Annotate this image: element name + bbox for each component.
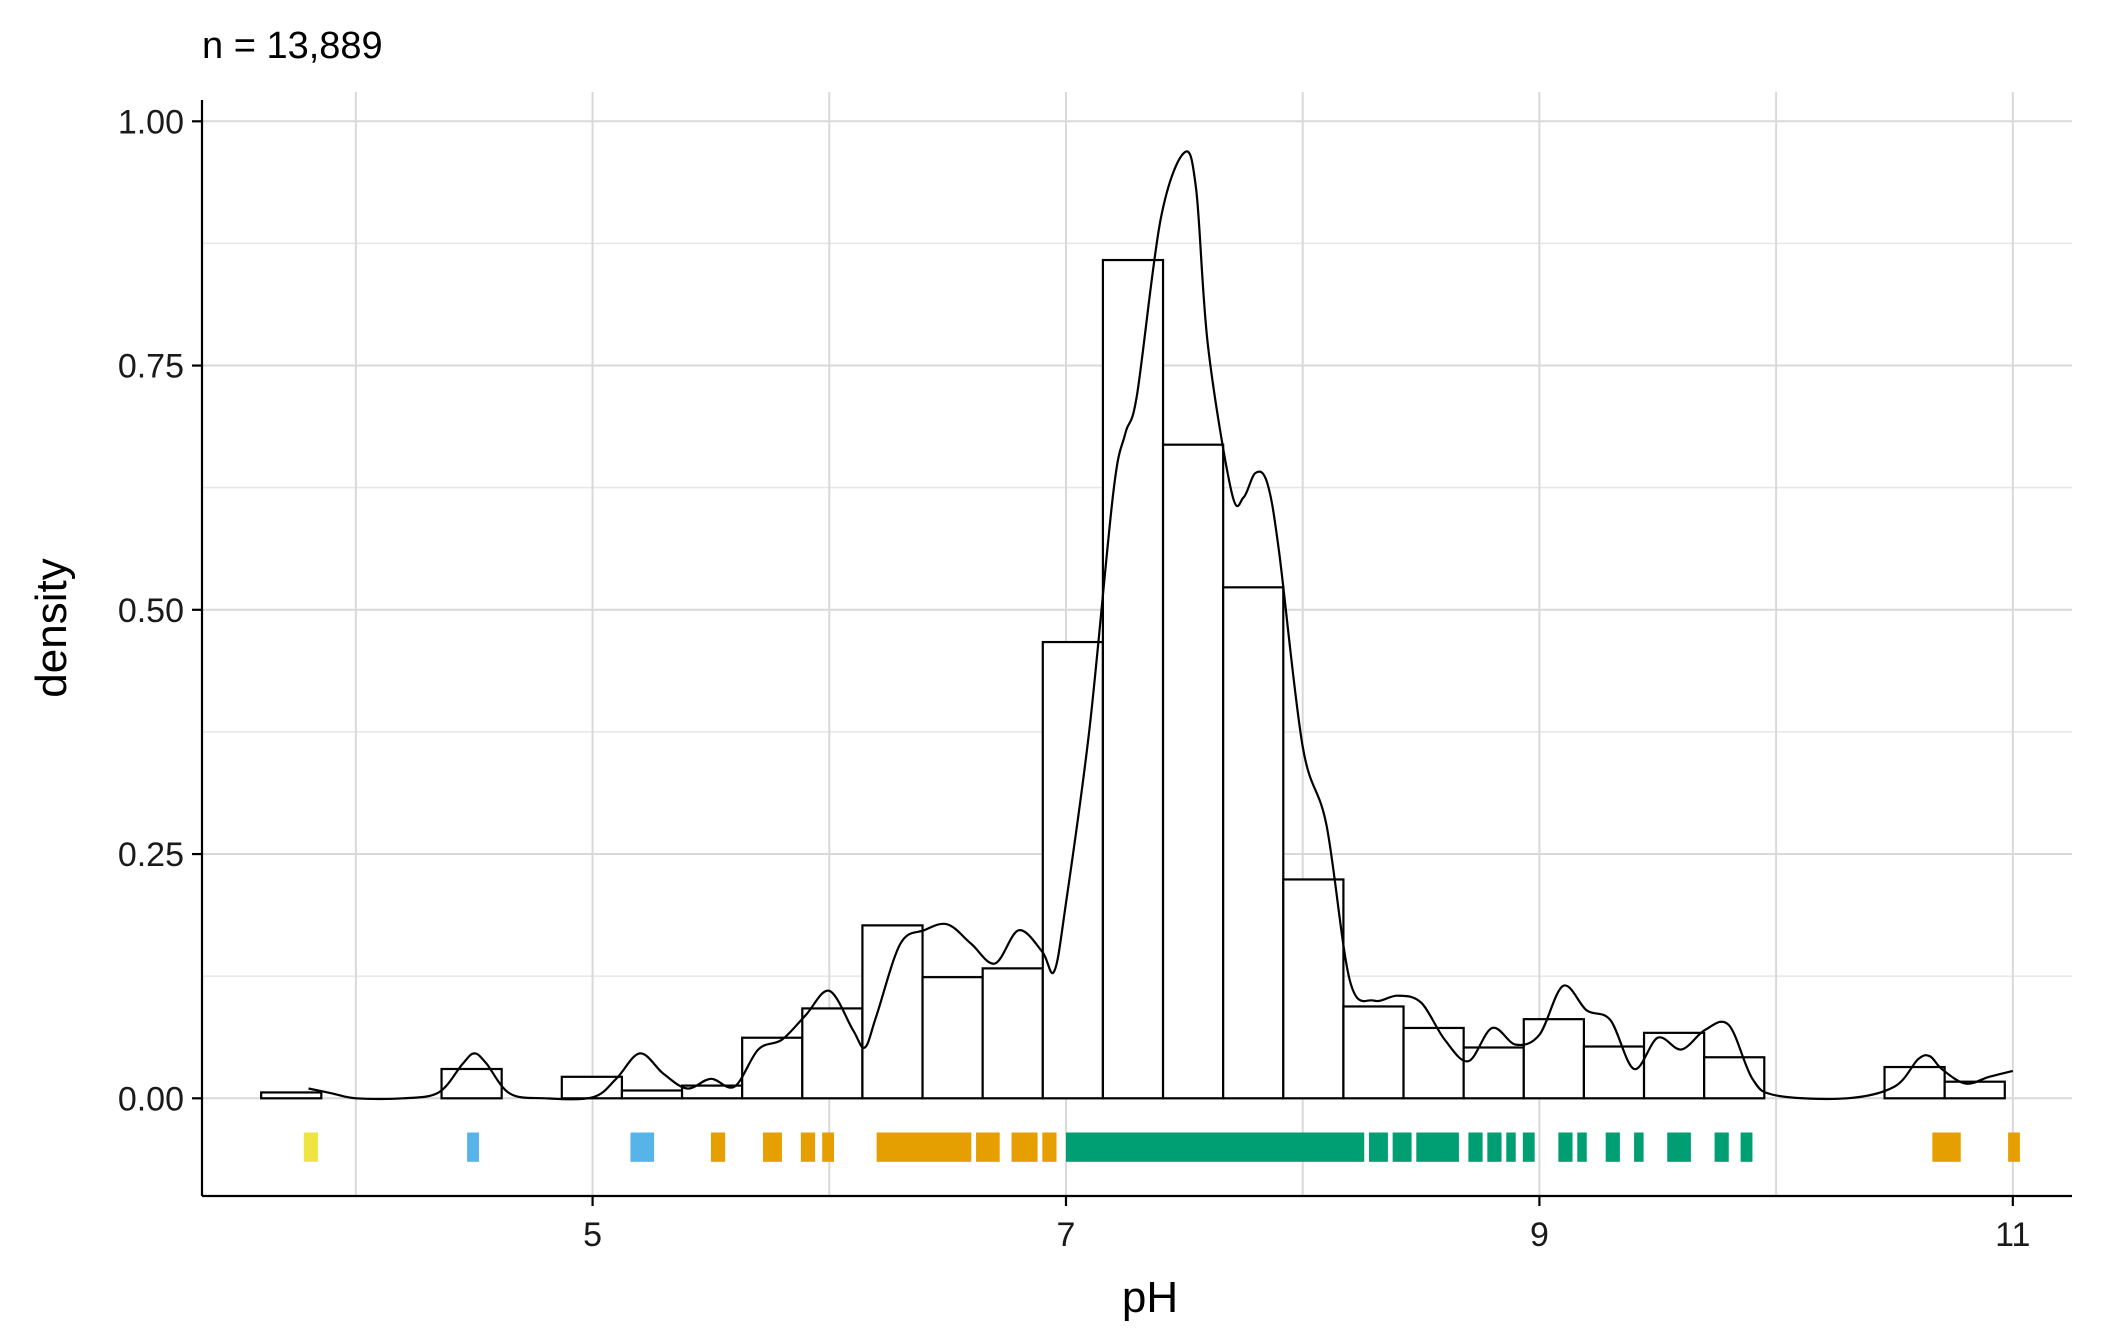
histogram-bar: [1282, 878, 1345, 1100]
histogram-bar: [741, 1036, 804, 1100]
rug-mark: [2008, 1132, 2020, 1162]
x-tick-label: 5: [583, 1216, 602, 1254]
y-tick-label: 0.50: [118, 592, 184, 630]
histogram-bars: [260, 258, 2006, 1100]
rug-mark: [976, 1132, 1000, 1162]
density-curve-group: [308, 150, 2014, 1101]
rug-mark: [763, 1132, 782, 1162]
x-tick-label: 11: [1995, 1216, 2030, 1254]
histogram-bar: [1462, 1046, 1525, 1100]
rug-mark: [800, 1132, 816, 1162]
rug-mark: [1506, 1132, 1516, 1162]
rug-mark: [1932, 1132, 1961, 1162]
tick-labels: 0.00 0.25 0.50 0.75 1.00 5 7 9 11: [118, 103, 2031, 1254]
rug-mark: [630, 1132, 655, 1162]
rug-mark: [467, 1132, 479, 1162]
histogram-bar: [1101, 258, 1165, 1100]
histogram-bar: [260, 1091, 323, 1100]
y-tick-label: 0.25: [118, 836, 184, 874]
rug-mark: [1522, 1132, 1535, 1162]
rug-mark: [822, 1132, 835, 1162]
histogram-bar: [440, 1067, 503, 1100]
chart-subtitle: n = 13,889: [202, 25, 383, 67]
rug-marks: [303, 1132, 2020, 1162]
rug-mark: [1714, 1132, 1729, 1162]
histogram-bar: [1582, 1045, 1646, 1100]
axes: [192, 100, 2072, 1206]
rug-mark: [710, 1132, 726, 1162]
rug-mark: [1416, 1132, 1459, 1162]
histogram-bar: [801, 1007, 864, 1100]
histogram-bar: [981, 967, 1044, 1100]
rug-mark: [1558, 1132, 1573, 1162]
histogram-bar: [1402, 1026, 1465, 1100]
x-tick-label: 9: [1530, 1216, 1549, 1254]
histogram-bar: [1041, 640, 1105, 1100]
rug-mark: [1468, 1132, 1483, 1162]
histogram-bar: [1342, 1005, 1405, 1100]
histogram-bar: [620, 1089, 684, 1100]
x-axis-title: pH: [1122, 1273, 1178, 1322]
rug-mark: [1065, 1132, 1365, 1162]
histogram-bar: [1522, 1018, 1586, 1100]
rug-mark: [876, 1132, 972, 1162]
histogram-bar: [1161, 443, 1225, 1100]
histogram-bar: [1883, 1065, 1946, 1100]
rug-mark: [1634, 1132, 1644, 1162]
histogram-bar: [1642, 1031, 1706, 1100]
rug-mark: [1011, 1132, 1038, 1162]
histogram-bar: [921, 976, 984, 1100]
histogram-bar: [1703, 1056, 1766, 1100]
rug-mark: [1392, 1132, 1412, 1162]
rug-mark: [1042, 1132, 1057, 1162]
y-tick-label: 1.00: [118, 103, 184, 141]
rug-mark: [1605, 1132, 1620, 1162]
histogram-bar: [1222, 586, 1285, 1100]
rug-mark: [1368, 1132, 1388, 1162]
y-tick-label: 0.75: [118, 348, 184, 386]
histogram-bar: [1943, 1080, 2006, 1100]
rug-mark: [303, 1132, 318, 1162]
x-tick-label: 7: [1057, 1216, 1076, 1254]
y-tick-label: 0.00: [118, 1080, 184, 1118]
histogram-bar: [861, 924, 924, 1100]
y-axis-title: density: [27, 558, 76, 697]
rug-mark: [1667, 1132, 1691, 1162]
rug-mark: [1740, 1132, 1753, 1162]
density-curve: [308, 150, 2014, 1101]
rug-mark: [1487, 1132, 1502, 1162]
histogram-bar: [560, 1075, 624, 1100]
rug-mark: [1577, 1132, 1587, 1162]
